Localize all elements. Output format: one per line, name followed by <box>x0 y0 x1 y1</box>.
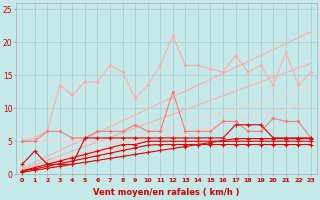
X-axis label: Vent moyen/en rafales ( km/h ): Vent moyen/en rafales ( km/h ) <box>93 188 240 197</box>
